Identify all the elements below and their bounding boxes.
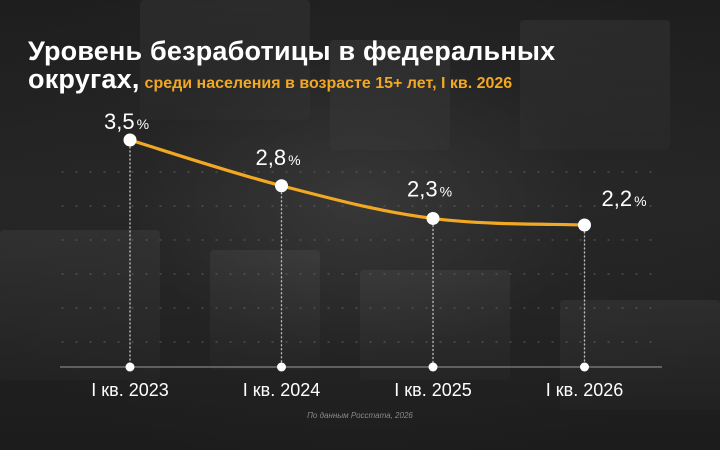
data-label: 2,2% bbox=[602, 186, 647, 211]
background-block bbox=[330, 40, 450, 150]
data-point bbox=[123, 133, 137, 147]
chart-title-line2-text: округах, bbox=[28, 64, 140, 94]
source-note: По данным Росстата, 2026 bbox=[307, 411, 413, 420]
data-label: 2,8% bbox=[256, 145, 301, 170]
data-point bbox=[275, 179, 288, 193]
series-line bbox=[128, 138, 587, 227]
x-tick-label: I кв. 2023 bbox=[91, 380, 168, 400]
data-label: 3,5% bbox=[104, 109, 149, 134]
axis-tick-dot bbox=[428, 362, 438, 372]
x-tick-label: I кв. 2025 bbox=[394, 380, 471, 400]
chart-title-line1: Уровень безработицы в федеральных bbox=[28, 36, 556, 66]
background-block bbox=[560, 300, 720, 410]
chart-title-line2: округах, среди населения в возрасте 15+ л… bbox=[28, 64, 512, 95]
x-tick-label: I кв. 2026 bbox=[546, 380, 623, 400]
data-point bbox=[578, 218, 591, 232]
chart-subtitle: среди населения в возрасте 15+ лет, I кв… bbox=[144, 75, 513, 92]
data-label: 2,3% bbox=[407, 176, 452, 201]
x-tick-label: I кв. 2024 bbox=[243, 380, 320, 400]
axis-tick-dot bbox=[277, 362, 286, 372]
background-block bbox=[520, 20, 670, 150]
axis-tick-dot bbox=[125, 362, 135, 372]
background-block bbox=[210, 250, 320, 370]
background-block bbox=[140, 0, 310, 120]
background-block bbox=[360, 270, 510, 380]
data-point bbox=[426, 211, 440, 225]
axis-tick-dot bbox=[580, 362, 589, 372]
background-block bbox=[0, 230, 160, 380]
